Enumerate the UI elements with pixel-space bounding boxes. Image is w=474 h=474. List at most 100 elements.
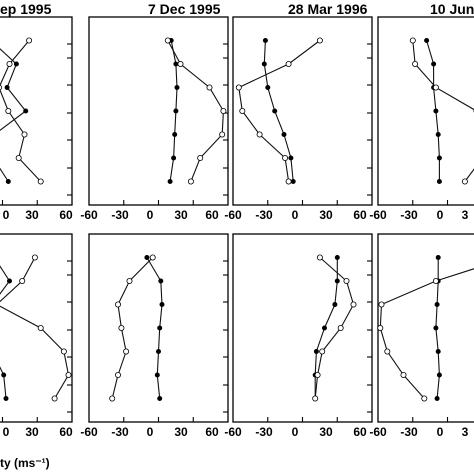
- panel-frame: [232, 233, 373, 423]
- x-tick-label: -60: [80, 208, 98, 222]
- open-data-point: [256, 131, 263, 138]
- open-data-point: [0, 84, 2, 91]
- panel-6: [88, 233, 229, 423]
- open-data-point: [400, 371, 407, 378]
- open-data-point: [377, 324, 384, 331]
- open-data-point: [239, 108, 246, 115]
- open-data-point: [149, 254, 156, 261]
- x-tick-label: 30: [174, 208, 188, 222]
- x-tick-label: -60: [224, 425, 242, 439]
- profile-line: [412, 40, 474, 182]
- x-tick-label: 30: [319, 208, 333, 222]
- x-tick-label: 0: [437, 208, 444, 222]
- x-tick-label: -30: [255, 208, 273, 222]
- open-data-point: [285, 61, 292, 68]
- x-tick-label: 0: [3, 425, 10, 439]
- open-data-point: [126, 277, 133, 284]
- open-data-point: [384, 348, 391, 355]
- filled-data-point: [173, 61, 179, 67]
- x-tick-label: 60: [353, 208, 367, 222]
- filled-data-point: [334, 278, 340, 284]
- x-tick-label: 60: [59, 208, 73, 222]
- filled-data-point: [261, 61, 267, 67]
- filled-data-point: [171, 155, 177, 161]
- open-data-point: [177, 61, 184, 68]
- panel-3: [232, 16, 373, 206]
- open-data-point: [164, 37, 171, 44]
- x-tick-label: 0: [292, 208, 299, 222]
- panel-title: 7 Dec 1995: [148, 1, 221, 17]
- open-data-point: [421, 395, 428, 402]
- x-tick-label: 30: [319, 425, 333, 439]
- x-tick-label: -30: [255, 425, 273, 439]
- open-data-point: [235, 84, 242, 91]
- filled-data-point: [172, 131, 178, 137]
- filled-data-point: [281, 131, 287, 137]
- x-tick-label: -30: [111, 208, 129, 222]
- panel-4: [377, 16, 474, 206]
- filled-data-point: [13, 61, 19, 67]
- open-data-point: [343, 277, 350, 284]
- profile-line: [0, 265, 11, 399]
- filled-data-point: [173, 108, 179, 114]
- x-tick-label: 30: [25, 208, 39, 222]
- filled-data-point: [154, 372, 160, 378]
- profile-line: [0, 48, 27, 182]
- panel-7: [232, 233, 373, 423]
- open-data-point: [187, 178, 194, 185]
- open-data-point: [37, 178, 44, 185]
- filled-data-point: [144, 254, 150, 260]
- x-tick-label: 0: [3, 208, 10, 222]
- open-data-point: [316, 37, 323, 44]
- open-data-point: [350, 301, 357, 308]
- x-tick-label: 60: [205, 208, 219, 222]
- filled-data-point: [23, 108, 29, 114]
- x-tick-label: 0: [437, 425, 444, 439]
- filled-data-point: [290, 178, 296, 184]
- x-tick-label: 0: [147, 425, 154, 439]
- panel-frame: [0, 233, 73, 423]
- panel-frame: [88, 16, 229, 206]
- filled-data-point: [157, 325, 163, 331]
- open-data-point: [109, 395, 116, 402]
- open-data-point: [432, 277, 439, 284]
- filled-data-point: [436, 178, 442, 184]
- filled-data-point: [334, 254, 340, 260]
- x-tick-label: 0: [292, 425, 299, 439]
- filled-data-point: [174, 85, 180, 91]
- open-data-point: [115, 301, 122, 308]
- filled-data-point: [159, 301, 165, 307]
- open-data-point: [51, 395, 58, 402]
- x-tick-label: 60: [205, 425, 219, 439]
- profile-line: [238, 40, 321, 182]
- x-tick-label: -60: [224, 208, 242, 222]
- panel-title: 28 Mar 1996: [288, 1, 368, 17]
- filled-data-point: [7, 278, 12, 284]
- open-data-point: [316, 254, 323, 261]
- open-data-point: [409, 37, 416, 44]
- x-tick-label: -60: [80, 425, 98, 439]
- open-data-point: [285, 178, 292, 185]
- open-data-point: [337, 324, 344, 331]
- open-data-point: [461, 178, 468, 185]
- x-tick-label: -30: [400, 425, 418, 439]
- panel-title: ep 1995: [0, 1, 52, 17]
- filled-data-point: [436, 372, 442, 378]
- filled-data-point: [265, 85, 271, 91]
- open-data-point: [5, 108, 12, 115]
- filled-data-point: [1, 372, 7, 378]
- open-data-point: [19, 277, 26, 284]
- open-data-point: [378, 301, 385, 308]
- open-data-point: [15, 154, 22, 161]
- filled-data-point: [262, 38, 268, 44]
- filled-data-point: [332, 301, 338, 307]
- x-tick-label: -60: [369, 425, 387, 439]
- open-data-point: [197, 154, 204, 161]
- panel-1: [0, 16, 73, 206]
- panel-5: [0, 233, 73, 423]
- filled-data-point: [433, 108, 439, 114]
- open-data-point: [115, 371, 122, 378]
- open-data-point: [220, 108, 227, 115]
- filled-data-point: [288, 155, 294, 161]
